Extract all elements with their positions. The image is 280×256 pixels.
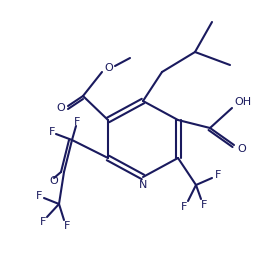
Text: F: F bbox=[40, 217, 46, 227]
Text: O: O bbox=[238, 144, 246, 154]
Text: F: F bbox=[49, 127, 55, 137]
Text: F: F bbox=[74, 117, 80, 127]
Text: F: F bbox=[215, 170, 221, 180]
Text: F: F bbox=[64, 221, 70, 231]
Text: O: O bbox=[50, 176, 58, 186]
Text: F: F bbox=[181, 202, 187, 212]
Text: O: O bbox=[57, 103, 65, 113]
Text: OH: OH bbox=[234, 97, 251, 107]
Text: F: F bbox=[36, 191, 42, 201]
Text: N: N bbox=[139, 180, 147, 190]
Text: F: F bbox=[201, 200, 207, 210]
Text: O: O bbox=[105, 63, 113, 73]
